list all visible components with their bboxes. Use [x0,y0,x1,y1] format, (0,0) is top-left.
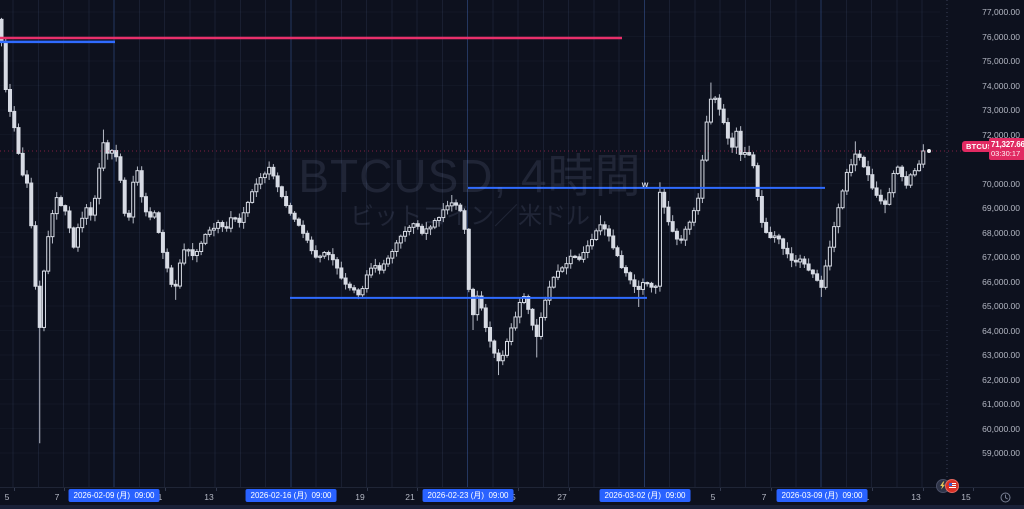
price-tick-label: 77,000.00 [982,7,1020,17]
session-date-badge[interactable]: 2026-03-02 (月) 09:00 [599,489,691,502]
price-tick-label: 59,000.00 [982,448,1020,458]
price-tick-label: 69,000.00 [982,203,1020,213]
price-tick-label: 74,000.00 [982,80,1020,91]
price-tick-label: 68,000.00 [982,227,1020,238]
time-tick-mark [517,488,519,491]
bar-countdown: 03:30:17 [991,149,1021,158]
price-axis[interactable]: 77,000.00 76,000.00 75,000.00 74,000.00 73,0… [940,0,1024,487]
price-tick-label: 73,000.00 [982,105,1020,115]
us-economic-event-icon[interactable] [945,479,959,493]
price-tick-label: 63,000.00 [982,350,1020,360]
price-tick-label: 60,000.00 [982,423,1020,434]
time-tick-mark [972,488,974,491]
symbol-price-badge: BTCUSD [962,141,1003,152]
price-tick-label: 62,000.00 [982,374,1020,385]
price-tick-label: 72,000.00 [982,129,1020,140]
time-tick-mark [922,488,924,491]
price-tick-label: 61,000.00 [982,399,1020,409]
time-tick-mark [416,488,418,491]
session-date-badge[interactable]: 2026-03-09 (月) 09:00 [776,489,868,502]
time-tick-label: 7 [761,492,767,502]
time-tick-mark [568,488,570,491]
last-price-marker-dot [927,148,931,153]
user-drawings[interactable]: w [0,36,825,299]
vertical-gridlines [12,0,923,487]
time-tick-label: 13 [204,492,214,502]
drawing-text-label[interactable]: w [641,179,649,189]
session-date-badge[interactable]: 2026-02-09 (月) 09:00 [68,489,160,502]
us-flag-union [948,483,952,486]
time-tick-mark [215,488,217,491]
time-tick-mark [366,488,368,491]
time-tick-mark [871,488,873,491]
candles[interactable] [0,17,926,444]
time-tick-mark [770,488,772,491]
price-tick-label: 75,000.00 [982,56,1020,66]
time-tick-mark [164,488,166,491]
countdown-clock-icon[interactable] [1000,490,1011,508]
session-date-badge[interactable]: 2026-02-16 (月) 09:00 [245,489,337,502]
bottom-edge-strip [0,505,1024,509]
price-tick-label: 70,000.00 [982,178,1020,189]
price-tick-label: 76,000.00 [982,31,1020,42]
time-tick-label: 7 [54,492,60,502]
price-tick-label: 64,000.00 [982,325,1020,336]
time-tick-mark [63,488,65,491]
time-tick-label: 15 [961,492,971,502]
time-tick-label: 5 [710,492,716,502]
price-tick-label: 66,000.00 [982,276,1020,287]
time-tick-mark [13,488,15,491]
last-price-label: 71,327.66 03:30:17 [989,138,1024,160]
last-price-value: 71,327.66 [991,140,1024,149]
time-tick-label: 13 [911,492,921,502]
time-tick-label: 21 [405,492,415,502]
price-tick-label: 67,000.00 [982,252,1020,262]
session-date-badge[interactable]: 2026-02-23 (月) 09:00 [422,489,514,502]
time-tick-label: 27 [557,492,567,502]
price-tick-label: 65,000.00 [982,301,1020,311]
time-tick-label: 5 [4,492,10,502]
us-flag-stripes [948,483,956,488]
time-tick-mark [719,488,721,491]
horizontal-gridlines [0,11,940,454]
calendar-event-icons[interactable] [936,479,962,493]
time-axis[interactable]: 57111319212527571113152026-02-09 (月) 09:… [0,487,1024,506]
time-tick-label: 19 [355,492,365,502]
